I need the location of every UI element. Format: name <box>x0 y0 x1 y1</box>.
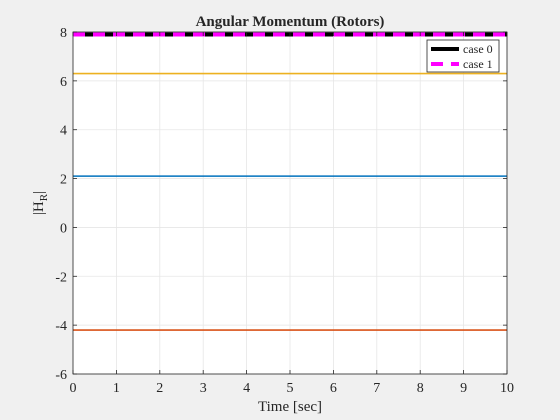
x-tick-label: 4 <box>243 381 250 396</box>
y-tick-label: 2 <box>60 173 67 188</box>
y-axis-label-subscript: R <box>38 193 50 201</box>
x-tick-label: 2 <box>156 381 163 396</box>
x-tick-label: 10 <box>500 381 514 396</box>
x-tick-label: 5 <box>287 381 294 396</box>
x-tick-label: 8 <box>417 381 424 396</box>
x-axis-label: Time [sec] <box>258 399 322 415</box>
y-tick-label: 0 <box>60 221 67 236</box>
x-tick-label: 3 <box>200 381 207 396</box>
x-tick-label: 6 <box>330 381 337 396</box>
tick-labels: 0 1 2 3 4 5 6 7 8 9 10 -6 -4 -2 0 2 4 6 8 <box>55 26 514 396</box>
ticks <box>72 31 508 375</box>
y-tick-label: -2 <box>55 270 67 285</box>
y-axis-label-main: |H <box>31 201 47 215</box>
legend-label-case-0: case 0 <box>463 42 493 56</box>
chart-title: Angular Momentum (Rotors) <box>196 14 385 30</box>
x-tick-label: 7 <box>373 381 380 396</box>
y-tick-label: 4 <box>60 124 67 139</box>
y-tick-label: -6 <box>55 368 67 383</box>
y-axis-label: |HR| <box>31 191 50 215</box>
legend-label-case-1: case 1 <box>463 57 493 71</box>
legend: case 0 case 1 <box>426 39 500 73</box>
x-tick-label: 1 <box>113 381 120 396</box>
y-tick-label: 6 <box>60 75 67 90</box>
y-axis-label-tail: | <box>31 191 47 194</box>
x-tick-label: 0 <box>70 381 77 396</box>
x-tick-label: 9 <box>460 381 467 396</box>
legend-box <box>426 39 500 73</box>
y-tick-label: -4 <box>55 319 67 334</box>
y-tick-label: 8 <box>60 26 67 41</box>
